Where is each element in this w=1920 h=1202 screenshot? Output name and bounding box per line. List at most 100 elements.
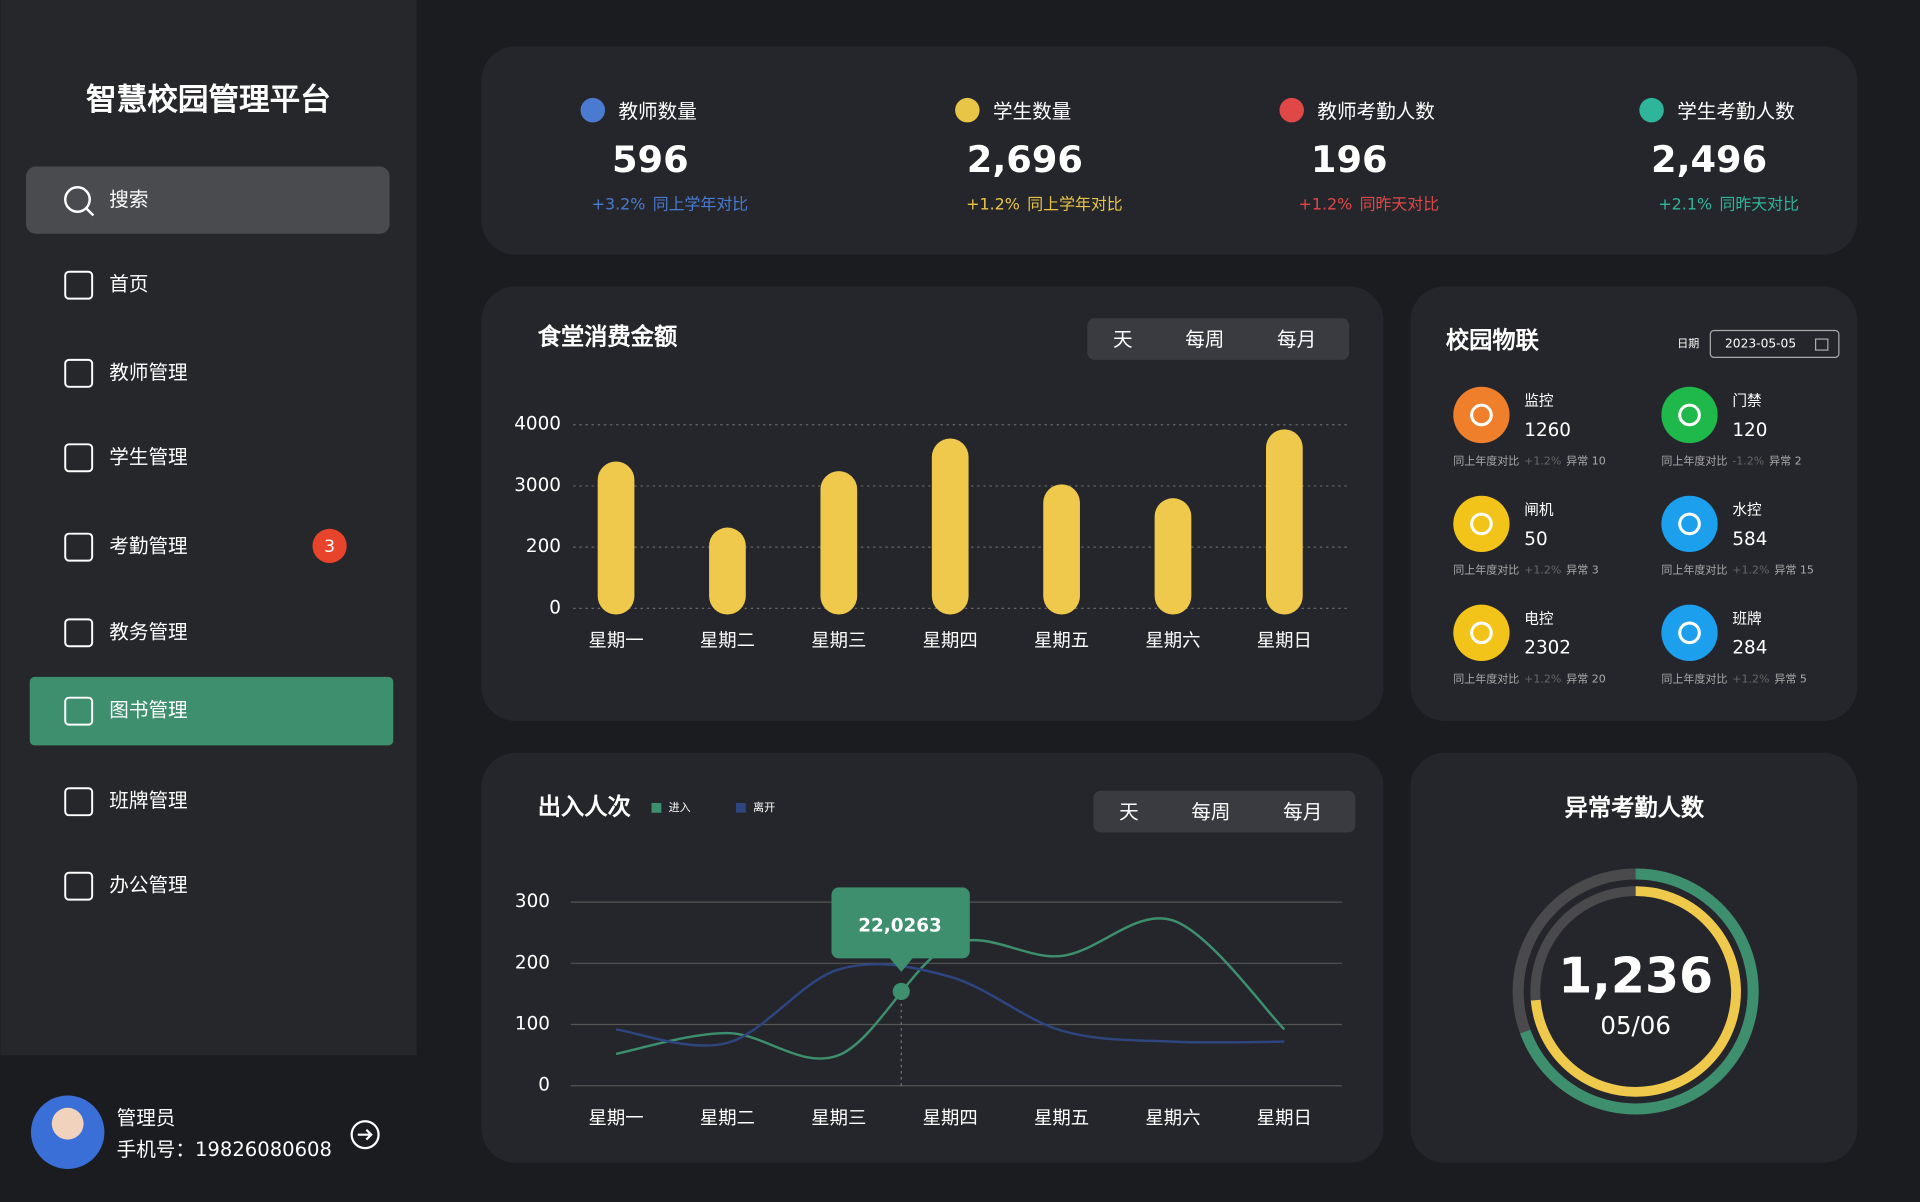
iot-change: +1.2%: [1732, 563, 1769, 576]
x-tick-label: 星期二: [700, 630, 755, 651]
search-text: 搜索: [109, 188, 148, 211]
x-tick-label: 星期一: [588, 1108, 643, 1129]
iot-icon: [1661, 604, 1718, 661]
iot-name: 闸机: [1524, 501, 1554, 518]
menu-item: 图书管理: [109, 699, 187, 722]
x-tick-label: 星期三: [811, 630, 866, 651]
stat-change: +2.1% 同昨天对比: [1658, 194, 1799, 213]
menu-icon: [64, 532, 94, 562]
y-tick-label: 100: [515, 1014, 550, 1035]
search-box[interactable]: [26, 166, 390, 234]
stat-value: 2,496: [1651, 138, 1767, 181]
date-label: 日期: [1677, 337, 1699, 350]
tab: 每月: [1283, 800, 1322, 823]
y-tick-label: 200: [515, 952, 550, 973]
iot-icon-glyph: [1678, 621, 1701, 645]
menu-active: [29, 676, 394, 746]
y-tick-label: 200: [526, 536, 561, 557]
iot-compare: 同上年度对比: [1661, 671, 1727, 685]
iot-name: 电控: [1524, 610, 1554, 627]
stat-change: +1.2% 同昨天对比: [1299, 194, 1440, 213]
menu-icon: [64, 618, 94, 648]
date-picker[interactable]: [1709, 329, 1840, 359]
menu-icon: [64, 443, 94, 473]
user-name: 管理员: [117, 1106, 176, 1129]
tooltip: [831, 887, 970, 959]
sidebar: [0, 0, 417, 1056]
x-tick-label: 星期五: [1034, 1108, 1089, 1129]
iot-icon-glyph: [1470, 403, 1493, 427]
y-tick-label: 300: [515, 891, 550, 912]
legend-swatch: [736, 802, 746, 813]
iot-value: 284: [1732, 638, 1767, 659]
iot-value: 2302: [1524, 638, 1571, 659]
x-tick-label: 星期日: [1257, 630, 1312, 651]
bar: [931, 438, 969, 615]
iot-abnormal: 异常 5: [1774, 672, 1807, 685]
stat-change: +1.2%: [1299, 194, 1353, 213]
bar: [820, 471, 858, 615]
tab: 天: [1113, 328, 1133, 351]
iot-icon-glyph: [1470, 512, 1493, 536]
line-series: [615, 962, 1285, 1047]
iot-change: +1.2%: [1524, 563, 1561, 576]
menu-icon: [64, 358, 94, 388]
menu-item: 教师管理: [109, 361, 187, 384]
iot-change: +1.2%: [1524, 454, 1561, 467]
iot-compare: 同上年度对比: [1453, 671, 1519, 685]
iot-footer: 同上年度对比 +1.2% 异常 5: [1661, 671, 1806, 685]
tab: 每周: [1185, 328, 1224, 351]
x-tick-label: 星期四: [923, 630, 978, 651]
stats-panel: [481, 46, 1858, 255]
iot-icon: [1453, 604, 1510, 661]
iot-change: +1.2%: [1732, 672, 1769, 685]
y-tick-label: 0: [538, 1075, 550, 1096]
menu-icon: [64, 696, 94, 726]
date-value: 2023-05-05: [1725, 336, 1796, 350]
panel-title: 食堂消费金额: [538, 323, 678, 350]
iot-footer: 同上年度对比 +1.2% 异常 10: [1453, 453, 1605, 467]
search-icon: [64, 186, 91, 213]
stat-compare: 同昨天对比: [1719, 194, 1799, 213]
iot-icon-glyph: [1678, 512, 1701, 536]
iot-footer: 同上年度对比 +1.2% 异常 15: [1661, 562, 1813, 576]
iot-compare: 同上年度对比: [1661, 562, 1727, 576]
iot-compare: 同上年度对比: [1453, 453, 1519, 467]
iot-abnormal: 异常 2: [1769, 454, 1802, 467]
menu-item: 班牌管理: [109, 789, 187, 812]
panel-title: 出入人次: [538, 793, 632, 820]
user-phone: 手机号：19826080608: [117, 1138, 332, 1161]
iot-abnormal: 异常 3: [1566, 563, 1599, 576]
legend-label: 离开: [753, 800, 775, 814]
stat-icon: [1639, 97, 1664, 123]
stat-change: +1.2% 同上学年对比: [966, 194, 1123, 213]
x-tick-label: 星期六: [1145, 630, 1200, 651]
logout-button[interactable]: [350, 1120, 380, 1150]
badge: [312, 528, 347, 564]
iot-icon-glyph: [1470, 621, 1493, 645]
badge-count: 3: [324, 537, 335, 557]
menu-item: 办公管理: [109, 874, 187, 897]
app-title: 智慧校园管理平台: [86, 83, 331, 118]
iot-compare: 同上年度对比: [1661, 453, 1727, 467]
iot-value: 1260: [1524, 420, 1571, 441]
tooltip-text: 22,0263: [858, 916, 942, 937]
legend-label: 进入: [669, 801, 691, 814]
iot-compare: 同上年度对比: [1453, 562, 1519, 576]
iot-footer: 同上年度对比 -1.2% 异常 2: [1661, 453, 1801, 467]
menu-item: 学生管理: [109, 445, 187, 468]
x-tick-label: 星期四: [923, 1108, 978, 1129]
tooltip-dot: [892, 982, 910, 1001]
bar: [597, 461, 635, 615]
iot-name: 监控: [1524, 392, 1554, 409]
iot-footer: 同上年度对比 +1.2% 异常 3: [1453, 562, 1598, 576]
menu-icon: [64, 871, 94, 901]
abnormal-value: 1,236: [1558, 948, 1713, 1005]
iot-value: 50: [1524, 529, 1547, 550]
stat-icon: [580, 97, 606, 123]
menu-icon: [64, 270, 94, 300]
stat-icon: [1279, 97, 1304, 123]
x-tick-label: 星期三: [811, 1108, 866, 1129]
iot-name: 门禁: [1732, 392, 1762, 409]
